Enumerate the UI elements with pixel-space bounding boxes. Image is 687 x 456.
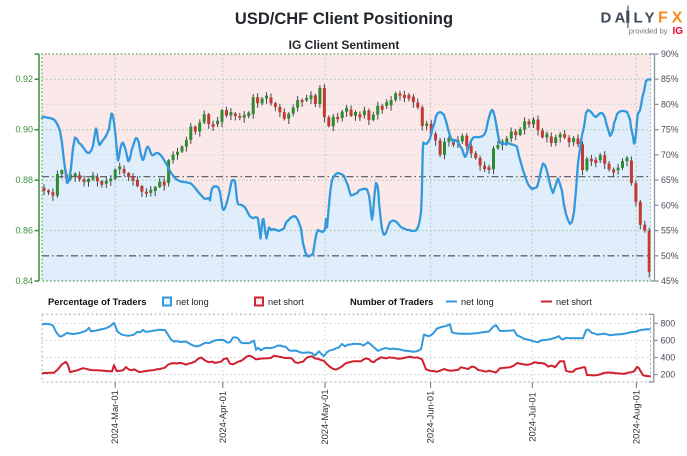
svg-text:2024-Mar-01: 2024-Mar-01	[109, 390, 120, 444]
svg-text:75%: 75%	[661, 125, 679, 135]
svg-text:70%: 70%	[661, 150, 679, 160]
svg-text:85%: 85%	[661, 74, 679, 84]
svg-text:FX: FX	[658, 10, 686, 27]
svg-text:USD/CHF Client Positioning: USD/CHF Client Positioning	[235, 10, 453, 28]
svg-text:2024-Jun-01: 2024-Jun-01	[425, 391, 436, 444]
svg-text:50%: 50%	[661, 251, 679, 261]
svg-text:800: 800	[661, 318, 676, 328]
svg-text:Number of Traders: Number of Traders	[350, 296, 433, 307]
svg-text:0.88: 0.88	[15, 175, 33, 185]
svg-text:0.84: 0.84	[15, 276, 33, 286]
svg-text:400: 400	[661, 353, 676, 363]
svg-text:provided by: provided by	[629, 27, 668, 36]
svg-text:IG: IG	[673, 26, 684, 37]
svg-text:600: 600	[661, 335, 676, 345]
svg-text:60%: 60%	[661, 200, 679, 210]
svg-text:200: 200	[661, 370, 676, 380]
svg-text:LY: LY	[634, 10, 658, 27]
svg-text:net long: net long	[176, 297, 209, 307]
svg-text:0.92: 0.92	[15, 74, 33, 84]
svg-text:80%: 80%	[661, 99, 679, 109]
svg-text:2024-Aug-01: 2024-Aug-01	[630, 390, 641, 444]
svg-text:0.90: 0.90	[15, 125, 33, 135]
svg-text:55%: 55%	[661, 226, 679, 236]
svg-text:net long: net long	[461, 297, 494, 307]
svg-text:2024-Jul-01: 2024-Jul-01	[526, 392, 537, 442]
svg-text:2024-Apr-01: 2024-Apr-01	[217, 391, 228, 443]
svg-text:65%: 65%	[661, 175, 679, 185]
svg-text:IG Client Sentiment: IG Client Sentiment	[289, 38, 400, 52]
svg-text:DA: DA	[601, 10, 629, 27]
svg-text:0.86: 0.86	[15, 226, 33, 236]
svg-text:Percentage of Traders: Percentage of Traders	[48, 296, 146, 307]
svg-text:net short: net short	[268, 297, 304, 307]
svg-text:90%: 90%	[661, 49, 679, 59]
svg-text:net short: net short	[556, 297, 592, 307]
svg-text:2024-May-01: 2024-May-01	[319, 389, 330, 444]
svg-text:45%: 45%	[661, 276, 679, 286]
